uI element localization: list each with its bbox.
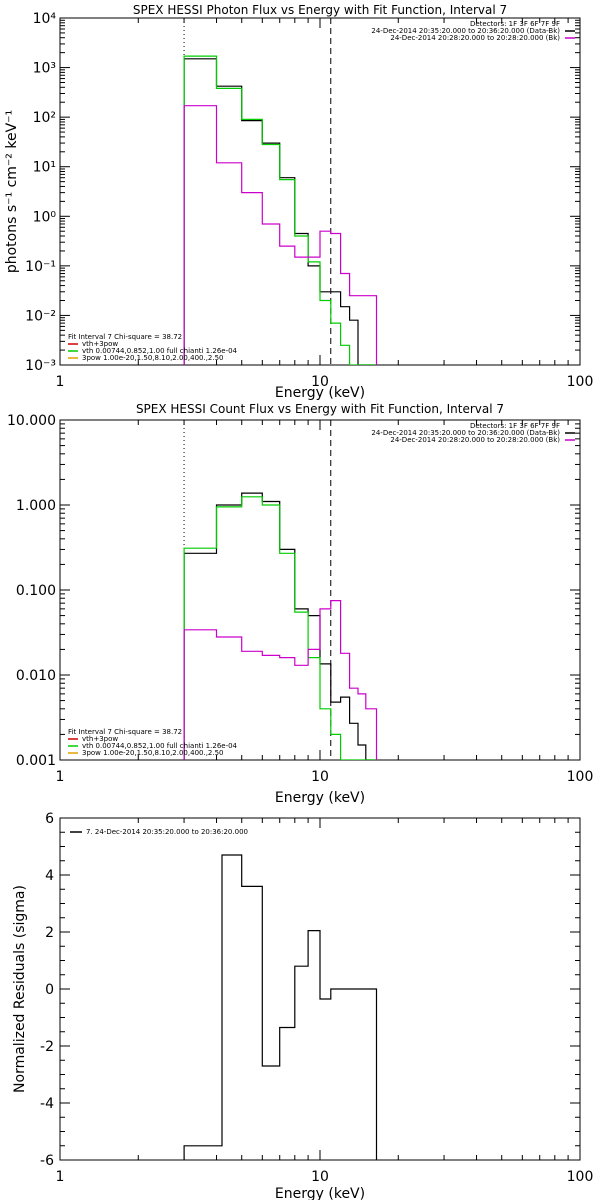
legend-entry: vth+3pow bbox=[82, 735, 118, 743]
legend-entry: Fit Interval 7 Chi-square = 38.72 bbox=[68, 728, 182, 736]
series-bk bbox=[183, 600, 378, 760]
legend-entry: 3pow 1.00e-20,1.50,8.10,2.00,400.,2.50 bbox=[82, 749, 224, 757]
y-tick-label: 6 bbox=[45, 811, 54, 827]
series-7-24-dec-2014-20-35-20-000-to-20-36-20-000 bbox=[183, 854, 378, 1160]
y-tick-label: 10⁻² bbox=[25, 308, 56, 324]
legend-entry: Detectors: 1F 3F 6F 7F 9F bbox=[470, 20, 560, 28]
legend-entry: vth 0.00744,0.852,1.00 full chianti 1.26… bbox=[82, 347, 238, 355]
x-tick-label: 100 bbox=[567, 769, 594, 785]
y-tick-label: 4 bbox=[45, 868, 54, 884]
chart-title: SPEX HESSI Count Flux vs Energy with Fit… bbox=[136, 402, 504, 416]
chart-title: SPEX HESSI Photon Flux vs Energy with Fi… bbox=[133, 3, 507, 17]
y-tick-label: -6 bbox=[40, 1153, 54, 1169]
y-tick-label: 0.100 bbox=[16, 583, 56, 599]
count-flux-panel: 1 10 100 0.001 0.010 0.100 1.000 10.000 SPEX HES… bbox=[7, 402, 593, 806]
y-tick-label: -4 bbox=[40, 1096, 54, 1112]
y-tick-label: 0.001 bbox=[16, 753, 56, 769]
y-tick-label: 0.010 bbox=[16, 668, 56, 684]
legend-entry: vth 0.00744,0.852,1.00 full chianti 1.26… bbox=[82, 742, 238, 750]
x-tick-label: 1 bbox=[56, 374, 65, 390]
legend-entry: 7. 24-Dec-2014 20:35:20.000 to 20:36:20.… bbox=[86, 828, 248, 836]
y-tick-label: 10² bbox=[33, 110, 56, 126]
legend-entry: Fit Interval 7 Chi-square = 38.72 bbox=[68, 333, 182, 341]
legend-entry: 24-Dec-2014 20:28:20.000 to 20:28:20.000… bbox=[390, 34, 560, 42]
y-axis-label: photons s⁻¹ cm⁻² keV⁻¹ bbox=[4, 110, 20, 273]
y-tick-label: 1.000 bbox=[16, 498, 56, 514]
y-tick-label: 10⁻¹ bbox=[25, 259, 56, 275]
x-axis-label: Energy (keV) bbox=[275, 385, 365, 401]
x-tick-label: 1 bbox=[56, 769, 65, 785]
y-tick-label: 0 bbox=[45, 982, 54, 998]
x-axis-label: Energy (keV) bbox=[275, 1186, 365, 1200]
y-tick-label: 10³ bbox=[33, 61, 56, 77]
y-tick-label: 10⁻³ bbox=[25, 358, 56, 374]
x-tick-label: 1 bbox=[56, 1169, 65, 1185]
photon-flux-panel: 1 10 100 10⁻³ 10⁻² 10⁻¹ 10⁰ 10¹ 10² 10³ 10⁴ SPEX HE… bbox=[4, 3, 593, 401]
x-axis-label: Energy (keV) bbox=[275, 790, 365, 806]
x-tick-label: 10 bbox=[311, 374, 329, 390]
y-tick-label: 10⁴ bbox=[33, 11, 57, 27]
y-axis-label: Normalized Residuals (sigma) bbox=[12, 885, 28, 1093]
x-tick-label: 100 bbox=[567, 374, 594, 390]
y-tick-label: 2 bbox=[45, 925, 54, 941]
series-vth bbox=[183, 496, 378, 760]
residuals-panel: 1 10 100 -6 -4 -2 0 2 4 6 Energy (keV) Normalized R… bbox=[12, 811, 593, 1200]
legend-entry: 24-Dec-2014 20:35:20.000 to 20:36:20.000… bbox=[371, 429, 560, 437]
x-tick-label: 10 bbox=[311, 1169, 329, 1185]
y-tick-label: -2 bbox=[40, 1039, 54, 1055]
legend-entry: 24-Dec-2014 20:35:20.000 to 20:36:20.000… bbox=[371, 27, 560, 35]
x-tick-label: 10 bbox=[311, 769, 329, 785]
y-tick-label: 10¹ bbox=[33, 160, 56, 176]
y-tick-label: 10⁰ bbox=[33, 209, 57, 225]
legend-entry: 3pow 1.00e-20,1.50,8.10,2.00,400.,2.50 bbox=[82, 354, 224, 362]
series-bk bbox=[183, 105, 378, 365]
legend-entry: 24-Dec-2014 20:28:20.000 to 20:28:20.000… bbox=[390, 436, 560, 444]
y-tick-label: 10.000 bbox=[7, 413, 56, 429]
legend-entry: Detectors: 1F 3F 6F 7F 9F bbox=[470, 422, 560, 430]
legend-entry: vth+3pow bbox=[82, 340, 118, 348]
x-tick-label: 100 bbox=[567, 1169, 594, 1185]
series-vth bbox=[183, 55, 378, 365]
